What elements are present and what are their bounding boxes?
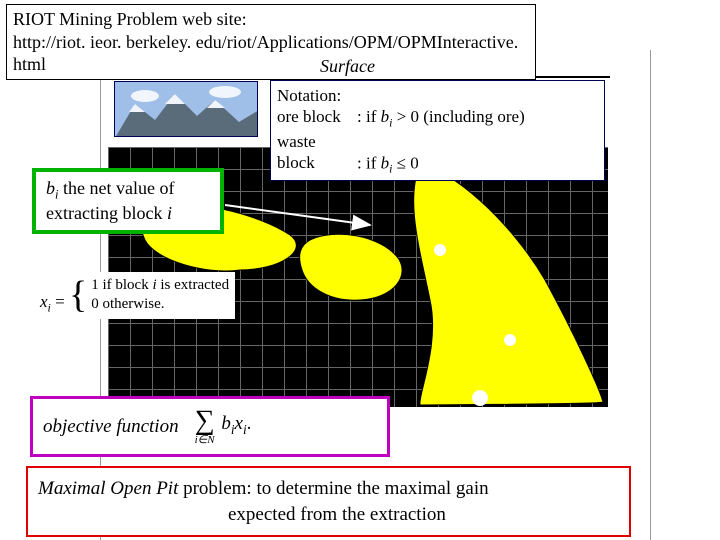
xi-box: xi = { 1 if block i is extracted 0 other… (34, 272, 235, 319)
header-line1: RIOT Mining Problem web site: (13, 8, 529, 31)
header-line2: http://riot. ieor. berkeley. edu/riot/Ap… (13, 31, 529, 76)
objective-box: objective function ∑ i∈N bixi. (30, 396, 390, 457)
notation-waste-line: waste block: if bi ≤ 0 (277, 131, 598, 177)
header-box: RIOT Mining Problem web site: http://rio… (6, 4, 536, 80)
notation-ore-line: ore block: if bi > 0 (including ore) (277, 106, 598, 130)
surface-label: Surface (320, 56, 375, 77)
bi-var: b (46, 178, 55, 198)
maximal-box: Maximal Open Pit problem: to determine t… (26, 466, 631, 537)
notation-title: Notation: (277, 85, 598, 106)
objective-label: objective function (43, 416, 179, 438)
notation-box: Notation: ore block: if bi > 0 (includin… (270, 80, 605, 181)
bi-box: bi the net value of extracting block i (32, 168, 224, 234)
objective-formula: ∑ i∈N bixi. (193, 407, 252, 446)
